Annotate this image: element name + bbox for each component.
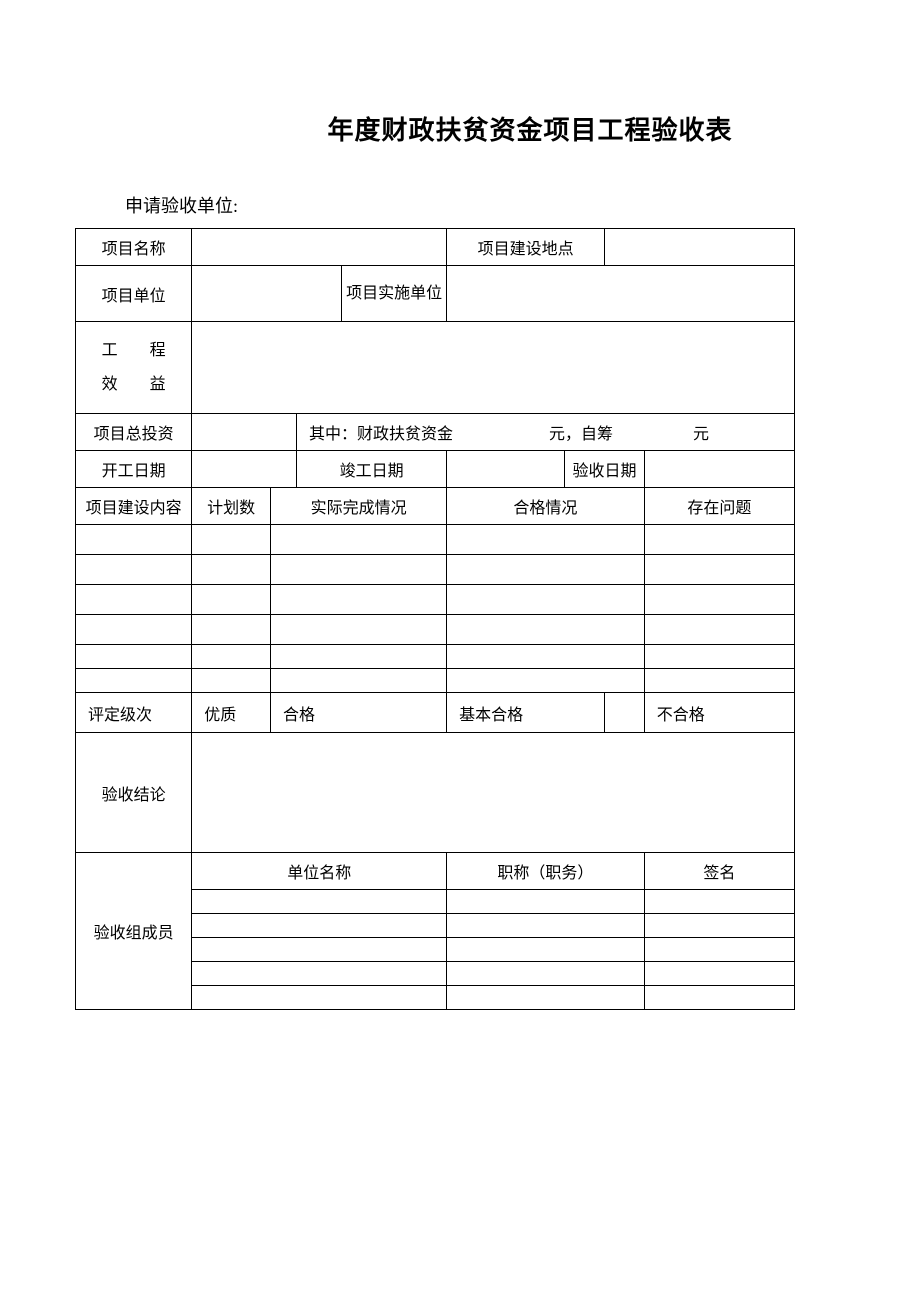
table-row (76, 525, 192, 555)
cell-grade-unqualified: 不合格 (644, 693, 794, 733)
cell-members-unit: 单位名称 (192, 853, 447, 890)
table-cell (270, 669, 446, 693)
cell-invest-detail: 其中：财政扶贫资金 元，自筹 元 (297, 414, 795, 451)
member-row (192, 986, 447, 1010)
table-cell (447, 525, 645, 555)
member-cell (644, 914, 794, 938)
table-cell (447, 585, 645, 615)
cell-grade-qualified: 合格 (270, 693, 446, 733)
cell-members-sign: 签名 (644, 853, 794, 890)
cell-grade-label: 评定级次 (76, 693, 192, 733)
member-row (192, 914, 447, 938)
member-cell (447, 986, 645, 1010)
table-cell (270, 555, 446, 585)
cell-grade-gap (605, 693, 645, 733)
eng-line2: 效 益 (102, 376, 166, 393)
cell-eng-value (192, 322, 795, 414)
member-row (192, 890, 447, 914)
cell-impl-value (447, 266, 795, 322)
cell-unit-label: 项目单位 (76, 266, 192, 322)
table-cell (192, 645, 271, 669)
cell-end-label: 竣工日期 (297, 451, 447, 488)
cell-start-label: 开工日期 (76, 451, 192, 488)
eng-line1: 工 程 (102, 342, 166, 359)
member-cell (447, 914, 645, 938)
table-cell (644, 645, 794, 669)
table-row (76, 555, 192, 585)
cell-conclusion-label: 验收结论 (76, 733, 192, 853)
cell-total-invest-label: 项目总投资 (76, 414, 192, 451)
inspection-table: 项目名称 项目建设地点 项目单位 项目实施单位 工 程 效 益 项目总投资 其中… (75, 228, 795, 1010)
table-row (76, 615, 192, 645)
table-cell (192, 669, 271, 693)
member-row (192, 962, 447, 986)
cell-plan-header: 计划数 (192, 488, 271, 525)
cell-grade-excellent: 优质 (192, 693, 271, 733)
table-row (76, 669, 192, 693)
table-row (76, 645, 192, 669)
cell-members-title: 职称（职务） (447, 853, 645, 890)
table-cell (644, 555, 794, 585)
cell-impl-label: 项目实施单位 (342, 266, 447, 322)
cell-conclusion-value (192, 733, 795, 853)
table-cell (192, 615, 271, 645)
table-row (76, 585, 192, 615)
table-cell (270, 645, 446, 669)
table-cell (447, 669, 645, 693)
cell-content-header: 项目建设内容 (76, 488, 192, 525)
cell-total-invest-value (192, 414, 297, 451)
table-cell (644, 669, 794, 693)
cell-project-name-label: 项目名称 (76, 229, 192, 266)
table-cell (270, 585, 446, 615)
member-cell (644, 938, 794, 962)
table-cell (447, 615, 645, 645)
cell-grade-basic: 基本合格 (447, 693, 605, 733)
cell-loc-label: 项目建设地点 (447, 229, 605, 266)
cell-accept-value (644, 451, 794, 488)
table-cell (644, 615, 794, 645)
cell-unit-value (192, 266, 342, 322)
table-cell (270, 525, 446, 555)
cell-loc-value (605, 229, 795, 266)
cell-project-name-value (192, 229, 447, 266)
table-cell (270, 615, 446, 645)
cell-members-label: 验收组成员 (76, 853, 192, 1010)
cell-accept-label: 验收日期 (565, 451, 644, 488)
applicant-label: 申请验收单位: (125, 192, 845, 218)
cell-issue-header: 存在问题 (644, 488, 794, 525)
member-cell (447, 890, 645, 914)
table-cell (447, 555, 645, 585)
cell-end-value (447, 451, 565, 488)
cell-start-value (192, 451, 297, 488)
member-row (192, 938, 447, 962)
member-cell (644, 962, 794, 986)
table-cell (644, 585, 794, 615)
table-cell (644, 525, 794, 555)
table-cell (192, 555, 271, 585)
page-title: 年度财政扶贫资金项目工程验收表 (215, 110, 845, 147)
member-cell (447, 938, 645, 962)
table-cell (192, 525, 271, 555)
table-cell (192, 585, 271, 615)
cell-actual-header: 实际完成情况 (270, 488, 446, 525)
cell-eng-label: 工 程 效 益 (76, 322, 192, 414)
member-cell (644, 986, 794, 1010)
member-cell (447, 962, 645, 986)
member-cell (644, 890, 794, 914)
table-cell (447, 645, 645, 669)
cell-pass-header: 合格情况 (447, 488, 645, 525)
